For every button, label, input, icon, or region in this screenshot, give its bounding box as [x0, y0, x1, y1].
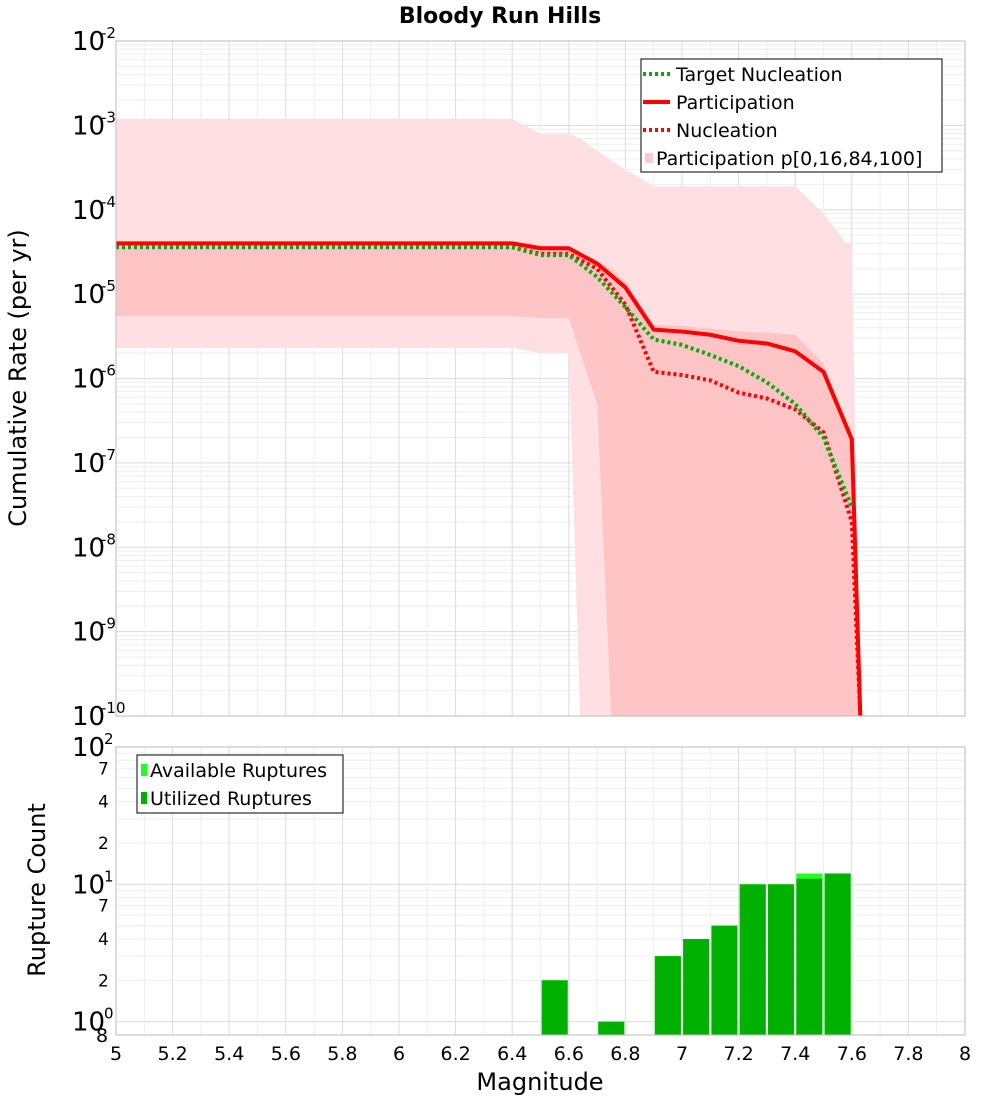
y-tick-label: 10	[72, 449, 105, 479]
bar-utilized-ruptures	[768, 884, 795, 1035]
top-legend: Target Nucleation Participation Nucleation…	[640, 58, 943, 173]
series-nucleation	[116, 245, 863, 717]
legend-label: Participation p[0,16,84,100]	[656, 148, 922, 170]
y-tick-label: 10	[72, 280, 105, 310]
y-tick-label: 10	[72, 196, 105, 226]
y-tick-label: 10	[72, 1008, 105, 1038]
y-tick-exponent: 0	[104, 1005, 114, 1023]
top-plot-frame	[115, 40, 966, 717]
legend-label: Available Ruptures	[150, 760, 327, 782]
y-tick-label: 10	[72, 27, 105, 57]
y-tick-exponent: -10	[101, 699, 126, 717]
y-tick-label: 10	[72, 733, 105, 763]
y-tick-exponent: -3	[101, 108, 116, 126]
bottom-y-axis-label: Rupture Count	[23, 803, 51, 977]
y-tick-exponent: 1	[104, 867, 114, 885]
y-tick-label: 7	[98, 759, 109, 779]
legend-box	[136, 754, 344, 814]
legend-box	[640, 58, 943, 173]
x-axis-label: Magnitude	[476, 1068, 603, 1096]
x-tick-label: 5.8	[327, 1043, 357, 1065]
x-tick-label: 5.2	[157, 1043, 187, 1065]
chart-title: Bloody Run Hills	[399, 4, 601, 29]
y-tick-label: 4	[98, 930, 109, 950]
x-tick-label: 6.8	[610, 1043, 640, 1065]
bar-utilized-ruptures	[739, 884, 766, 1035]
bottom-legend: Available Ruptures Utilized Ruptures	[136, 754, 344, 814]
y-tick-label: 4	[98, 793, 109, 813]
y-tick-exponent: -5	[101, 277, 116, 295]
y-tick-exponent: -8	[101, 530, 116, 548]
y-tick-exponent: 2	[104, 730, 114, 748]
x-tick-label: 7.4	[780, 1043, 810, 1065]
y-tick-label: 10	[72, 870, 105, 900]
legend-swatch	[645, 153, 653, 163]
y-tick-label: 8	[96, 1025, 108, 1047]
y-tick-exponent: -6	[101, 362, 116, 380]
x-tick-label: 5	[110, 1043, 122, 1065]
bar-utilized-ruptures	[683, 939, 710, 1035]
rupture-bars	[541, 873, 851, 1035]
legend-label: Utilized Ruptures	[150, 788, 312, 810]
legend-label: Participation	[676, 92, 795, 114]
y-tick-exponent: -4	[101, 193, 116, 211]
x-tick-label: 7.8	[893, 1043, 923, 1065]
y-tick-label: 10	[72, 702, 105, 732]
x-tick-label: 7	[676, 1043, 688, 1065]
x-tick-label: 6.2	[440, 1043, 470, 1065]
x-tick-label: 7.2	[723, 1043, 753, 1065]
bottom-plot-frame	[115, 746, 966, 1036]
legend-label: Nucleation	[676, 120, 778, 142]
bar-utilized-ruptures	[796, 878, 823, 1035]
x-tick-label: 8	[959, 1043, 971, 1065]
series-participation	[116, 241, 863, 717]
x-tick-label: 6.4	[497, 1043, 527, 1065]
x-tick-label: 6.6	[554, 1043, 584, 1065]
y-tick-exponent: -7	[101, 446, 116, 464]
y-tick-label: 10	[72, 533, 105, 563]
x-tick-label: 7.6	[837, 1043, 867, 1065]
x-tick-label: 6	[393, 1043, 405, 1065]
bar-utilized-ruptures	[824, 873, 851, 1035]
rate-lines	[116, 241, 863, 717]
legend-swatch	[141, 764, 147, 776]
top-y-axis-label: Cumulative Rate (per yr)	[4, 229, 32, 527]
y-tick-label: 10	[72, 111, 105, 141]
y-tick-label: 10	[72, 365, 105, 395]
x-tick-label: 5.6	[271, 1043, 301, 1065]
x-tick-label: 5.4	[214, 1043, 244, 1065]
bar-utilized-ruptures	[654, 956, 681, 1035]
x-ticks: 5 5.2 5.4 5.6 5.8 6 6.2 6.4 6.6 6.8 7 7.2 7.4 7.6 7.8 8	[110, 1043, 971, 1065]
y-tick-exponent: -9	[101, 615, 116, 633]
participation-bands	[116, 118, 861, 717]
bar-utilized-ruptures	[598, 1021, 625, 1035]
bar-utilized-ruptures	[711, 925, 738, 1035]
y-tick-label: 2	[98, 971, 109, 991]
y-tick-label: 7	[98, 897, 109, 917]
y-tick-label: 2	[98, 834, 109, 854]
legend-swatch	[141, 792, 147, 804]
y-tick-label: 10	[72, 618, 105, 648]
band-p16-p84	[116, 241, 858, 717]
bar-utilized-ruptures	[541, 980, 568, 1035]
legend-label: Target Nucleation	[675, 64, 843, 86]
y-tick-exponent: -2	[101, 24, 116, 42]
